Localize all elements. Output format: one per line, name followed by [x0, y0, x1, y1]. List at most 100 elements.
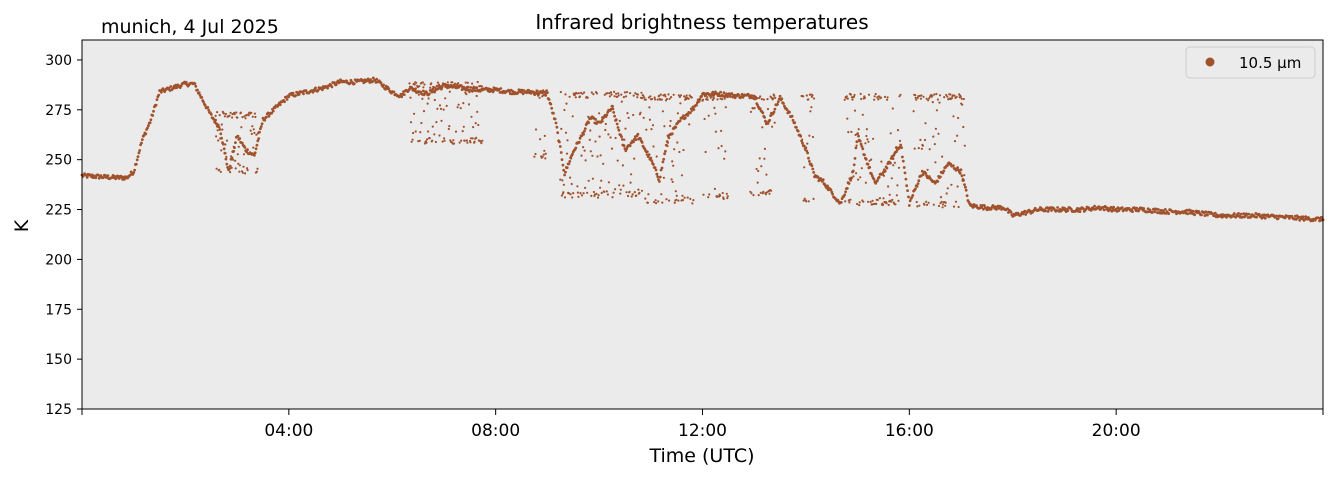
data-point — [203, 104, 207, 107]
data-point — [1120, 206, 1124, 210]
data-point — [753, 107, 756, 110]
data-point — [1050, 209, 1053, 212]
data-point — [443, 139, 446, 142]
data-point — [588, 117, 591, 120]
data-point — [601, 120, 604, 123]
data-point — [928, 148, 931, 151]
data-point — [568, 95, 571, 98]
data-point — [250, 132, 253, 135]
data-point — [426, 102, 429, 105]
data-point — [914, 96, 917, 99]
data-point — [333, 81, 336, 85]
data-point — [913, 147, 916, 150]
data-point — [600, 179, 603, 182]
data-point — [538, 96, 541, 99]
data-point — [470, 115, 473, 118]
data-point — [614, 188, 617, 191]
data-point — [1249, 215, 1252, 219]
data-point — [413, 112, 416, 115]
data-point — [254, 115, 257, 119]
data-point — [859, 176, 862, 179]
data-point — [314, 86, 317, 90]
data-point — [561, 179, 564, 182]
data-point — [762, 98, 766, 101]
data-point — [762, 190, 765, 193]
data-point — [533, 155, 536, 158]
data-point — [801, 141, 804, 145]
data-point — [596, 196, 600, 199]
data-point — [922, 95, 925, 98]
data-point — [724, 106, 727, 109]
data-point — [962, 97, 965, 101]
y-axis-label: K — [11, 219, 33, 232]
data-point — [233, 113, 236, 116]
data-point — [219, 170, 222, 173]
data-point — [448, 90, 451, 93]
data-point — [583, 127, 587, 130]
data-point — [608, 95, 612, 98]
data-point — [711, 98, 714, 101]
data-point — [810, 95, 814, 98]
data-point — [888, 193, 891, 196]
data-point — [626, 112, 629, 115]
data-point — [660, 98, 663, 101]
data-point — [614, 136, 617, 140]
data-point — [577, 140, 581, 144]
data-point — [223, 152, 226, 155]
data-point — [1263, 216, 1267, 220]
data-point — [216, 111, 219, 114]
data-point — [616, 126, 620, 129]
data-point — [943, 96, 946, 99]
data-point — [441, 86, 444, 89]
data-point — [674, 190, 677, 193]
data-point — [737, 93, 741, 97]
data-point — [193, 82, 197, 85]
data-point — [666, 144, 669, 148]
data-point — [255, 170, 258, 173]
data-point — [234, 167, 237, 170]
data-point — [1142, 207, 1146, 210]
data-point — [151, 114, 155, 117]
data-point — [634, 138, 638, 142]
data-point — [594, 118, 597, 121]
data-point — [862, 200, 865, 203]
data-point — [701, 98, 705, 101]
data-point — [925, 200, 928, 203]
data-point — [887, 203, 890, 207]
data-point — [626, 194, 630, 198]
data-point — [1093, 204, 1096, 208]
data-point — [463, 139, 466, 142]
data-point — [592, 190, 596, 194]
data-point — [245, 150, 249, 154]
data-point — [668, 97, 671, 100]
data-point — [263, 118, 267, 122]
data-point — [326, 86, 329, 90]
data-point — [1167, 212, 1171, 216]
data-point — [665, 198, 668, 201]
data-point — [222, 112, 225, 115]
data-point — [695, 103, 698, 107]
data-point — [589, 150, 592, 153]
data-point — [425, 91, 429, 94]
data-point — [603, 190, 606, 193]
data-point — [859, 92, 862, 95]
data-point — [863, 153, 866, 157]
data-point — [237, 162, 240, 165]
data-point — [931, 94, 934, 97]
data-point — [214, 114, 217, 117]
data-point — [466, 81, 469, 84]
data-point — [237, 145, 240, 148]
data-point — [154, 103, 158, 107]
data-point — [780, 97, 784, 101]
data-point — [167, 86, 171, 90]
data-point — [807, 98, 810, 101]
location-date-label: munich, 4 Jul 2025 — [101, 16, 279, 38]
data-point — [135, 158, 139, 162]
data-point — [219, 137, 222, 140]
data-point — [714, 112, 717, 115]
data-point — [871, 199, 874, 202]
data-point — [648, 118, 652, 121]
data-point — [675, 198, 678, 201]
data-point — [196, 88, 199, 92]
data-point — [138, 149, 142, 152]
